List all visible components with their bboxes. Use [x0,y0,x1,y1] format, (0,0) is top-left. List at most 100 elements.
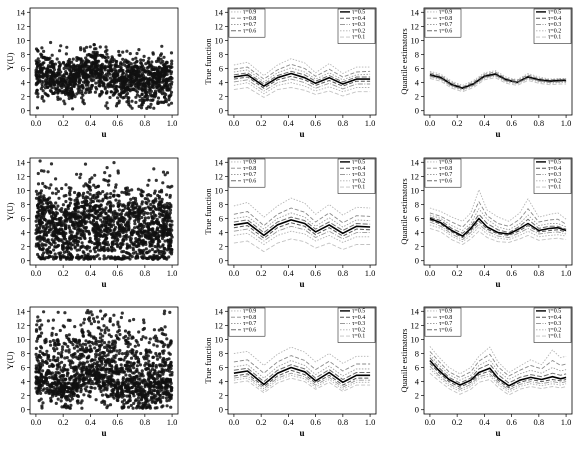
legend-box [424,158,462,188]
scatter-point [67,359,71,363]
scatter-point [72,365,76,369]
scatter-point [123,351,127,356]
scatter-point [138,205,142,209]
scatter-point [67,67,71,71]
scatter-point [165,204,169,209]
legend-lower: τ=0.5τ=0.4τ=0.3τ=0.2τ=0.1 [337,8,376,44]
scatter-point [153,406,157,410]
scatter-point [42,310,46,314]
scatter-point [66,390,70,394]
scatter-point [102,76,106,80]
scatter-point [83,220,87,224]
scatter-point [38,235,42,239]
scatter-point [64,199,68,204]
scatter-point [52,346,56,351]
scatter-point [118,245,122,249]
scatter-point [157,56,161,60]
scatter-point [96,243,100,248]
scatter-point [93,55,98,59]
scatter-point [140,369,144,373]
scatter-point [43,257,47,261]
scatter-point [80,399,84,403]
scatter-point [108,403,113,407]
scatter-point [128,333,132,337]
scatter-point [82,213,86,217]
scatter-point [42,232,47,237]
y-tick-label: 4 [219,228,224,238]
scatter-point [117,92,121,96]
scatter-point [79,388,83,392]
scatter-point [144,76,148,80]
scatter-point [129,62,133,66]
series-line-tau-0.9 [429,70,567,86]
scatter-point [35,339,39,343]
scatter-point [57,386,62,390]
y-tick-label: 10 [215,185,224,195]
scatter-point [170,76,174,80]
scatter-point [79,211,83,215]
scatter-point [99,386,103,390]
scatter-point [84,389,88,393]
scatter-point [111,85,115,89]
scatter-point [164,81,168,85]
scatter-point [153,189,157,193]
series-line-tau-0.9 [429,189,567,222]
scatter-point [157,212,162,216]
scatter-point [77,354,81,358]
scatter-point [92,43,96,47]
scatter-point [71,214,75,218]
scatter-point [63,213,67,217]
scatter-point [55,217,59,221]
scatter-point [63,377,67,381]
scatter-point [57,379,61,383]
scatter-point [85,209,90,213]
scatter-point [82,321,86,325]
scatter-point [164,396,168,400]
y-tick-label: 14 [17,157,26,167]
scatter-point [81,342,85,346]
scatter-point [52,381,56,385]
scatter-point [41,369,45,373]
legend-label: τ=0.1 [548,185,561,191]
scatter-point [70,397,74,401]
x-axis-label: u [299,279,304,289]
scatter-point [40,211,44,215]
scatter-point [146,250,150,254]
x-tick-label: 0.0 [425,118,436,128]
scatter-point [79,48,83,52]
scatter-point [163,255,167,259]
scatter-point [48,384,52,388]
scatter-point [165,399,169,403]
scatter-point [138,224,142,228]
scatter-point [165,357,169,362]
scatter-point [94,60,98,64]
scatter-point [130,336,134,340]
legend-label: τ=0.8 [243,16,256,22]
scatter-point [141,335,145,339]
scatter-point [139,351,143,356]
scatter-point [36,57,40,61]
scatter-point [97,238,101,242]
scatter-point [101,379,105,383]
scatter-point [106,179,110,183]
y-tick-label: 4 [415,78,420,88]
scatter-point [81,196,85,200]
scatter-point [166,367,171,371]
scatter-point [93,51,97,55]
scatter-point [104,313,108,317]
scatter-point [166,391,171,395]
scatter-point [88,204,92,208]
scatter-point [49,214,54,218]
scatter-point [117,386,122,390]
scatter-point [165,60,169,64]
scatter-point [168,208,173,212]
scatter-point [65,45,69,49]
scatter-point [137,237,141,241]
plot-area [34,309,174,410]
scatter-point [159,52,163,56]
scatter-point [84,339,88,343]
scatter-point [136,404,141,408]
scatter-point [87,212,91,216]
scatter-point [160,44,164,48]
scatter-point [38,327,42,331]
